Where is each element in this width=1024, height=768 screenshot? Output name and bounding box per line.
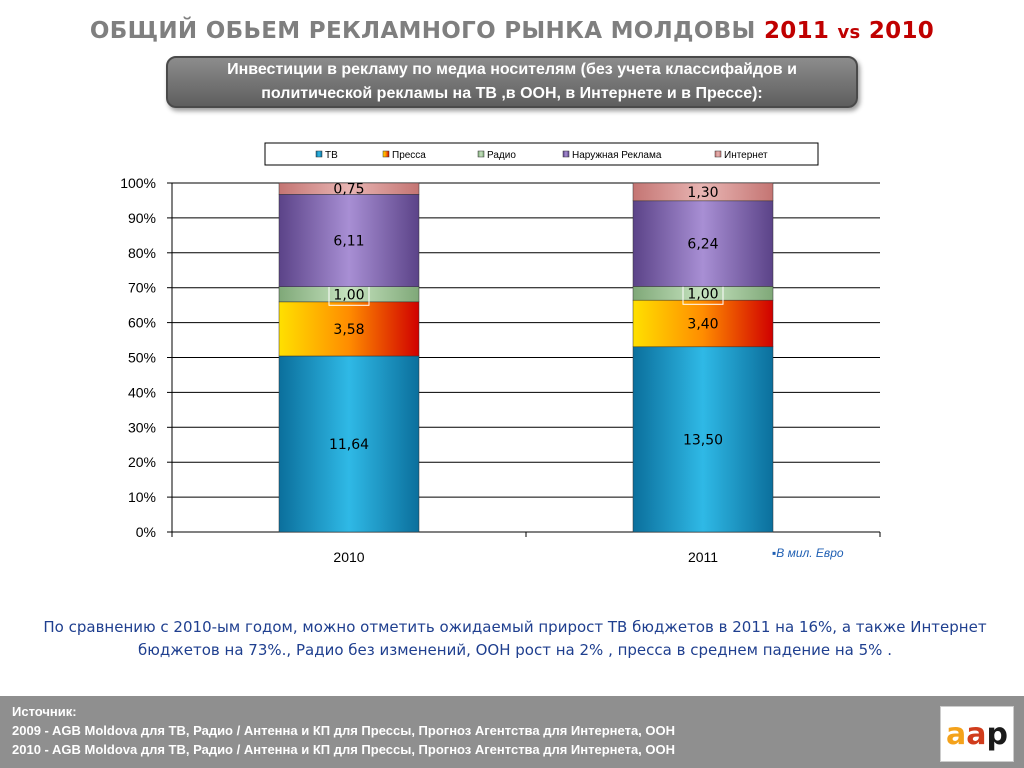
bar-segment-2011-3 (632, 200, 774, 287)
y-tick-label: 100% (120, 175, 156, 191)
title-vs: vs (837, 22, 861, 43)
logo-letter-1: a (946, 716, 967, 752)
y-tick-label: 50% (128, 350, 156, 366)
data-label-2011-2: 1,00 (687, 286, 718, 302)
y-tick-label: 90% (128, 210, 156, 226)
x-category-label: 2010 (333, 549, 364, 565)
legend-swatch (315, 150, 323, 158)
stacked-bar-chart: 0% 10% 20% 30% 40% 50% 60% 70% 80% 90% 100% 11,64 3,… (120, 142, 881, 565)
y-tick-label: 40% (128, 384, 156, 400)
data-label-2010-1: 3,58 (333, 322, 364, 338)
bar-segment-2010-1 (278, 301, 420, 357)
legend-swatch (714, 150, 722, 158)
legend-label: Наружная Реклама (572, 150, 662, 161)
unit-note: ▪В мил. Евро (772, 546, 844, 560)
title-year-2010: 2010 (868, 18, 935, 44)
legend-label: ТВ (325, 150, 338, 161)
data-label-2010-2: 1,00 (333, 287, 364, 303)
legend-box (264, 142, 819, 166)
title-year-2011: 2011 (763, 18, 830, 44)
bar-segment-2011-0 (632, 346, 774, 533)
data-label-2011-0: 13,50 (683, 432, 723, 448)
aap-logo: a a p (940, 706, 1014, 762)
y-tick-label: 70% (128, 280, 156, 296)
data-label-2011-1: 3,40 (687, 316, 718, 332)
bar-segment-2011-1 (632, 299, 774, 348)
logo-letter-2: a (966, 716, 987, 752)
legend-swatch (382, 150, 390, 158)
footer-line-1: Источник: (12, 704, 77, 719)
data-label-2011-3: 6,24 (687, 237, 718, 253)
subtitle-text: Инвестиции в рекламу по медиа носителям … (227, 61, 797, 102)
legend-swatch (477, 150, 485, 158)
y-tick-label: 30% (128, 419, 156, 435)
bar-segment-2010-0 (278, 355, 420, 533)
data-label-2010-3: 6,11 (333, 234, 364, 250)
footer-line-2: 2009 - AGB Moldova для ТВ, Радио / Антен… (12, 723, 676, 738)
y-tick-label: 80% (128, 245, 156, 261)
data-label-2011-4: 1,30 (687, 185, 718, 201)
source-footer: Источник: 2009 - AGB Moldova для ТВ, Рад… (0, 696, 1024, 768)
legend-label: Радио (487, 150, 516, 161)
data-label-2010-4: 0,75 (333, 182, 364, 198)
legend-swatch (562, 150, 570, 158)
y-tick-label: 10% (128, 489, 156, 505)
x-category-label: 2011 (688, 549, 718, 565)
legend-label: Интернет (724, 150, 768, 161)
data-label-2010-0: 11,64 (329, 437, 369, 453)
y-tick-label: 0% (136, 524, 156, 540)
conclusion-text: По сравнению с 2010-ым годом, можно отме… (43, 618, 987, 659)
y-tick-label: 20% (128, 454, 156, 470)
legend-label: Пресса (392, 150, 426, 161)
page-title: ОБЩИЙ ОБЬЕМ РЕКЛАМНОГО РЫНКА МОЛДОВЫ 201… (0, 18, 1024, 44)
title-main: ОБЩИЙ ОБЬЕМ РЕКЛАМНОГО РЫНКА МОЛДОВЫ (89, 18, 756, 44)
bar-segment-2010-3 (278, 194, 420, 287)
y-tick-label: 60% (128, 315, 156, 331)
subtitle-box: Инвестиции в рекламу по медиа носителям … (166, 56, 858, 108)
bar-segment-2011-4 (632, 182, 774, 202)
logo-letter-3: p (986, 716, 1008, 752)
footer-line-3: 2010 - AGB Moldova для ТВ, Радио / Антен… (12, 742, 676, 757)
bar-segment-2010-4 (278, 182, 420, 195)
